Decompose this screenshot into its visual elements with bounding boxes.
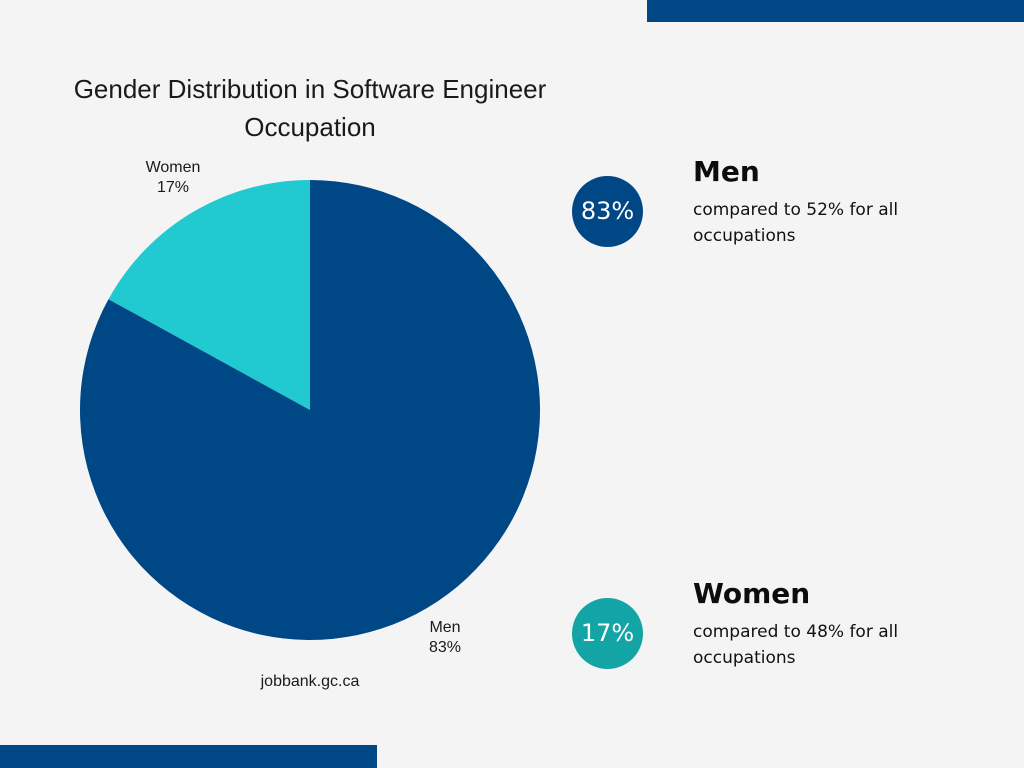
decorative-bar-bottom — [0, 745, 377, 768]
chart-title: Gender Distribution in Software Engineer… — [73, 74, 547, 142]
pie-label-women: Women 17% — [133, 158, 213, 198]
pie-slice-women — [108, 180, 310, 410]
women-heading: Women — [693, 577, 811, 610]
women-description: compared to 48% for all occupations — [693, 622, 899, 668]
pie-label-women-value: 17% — [156, 179, 190, 196]
pie-label-men-name: Men — [429, 619, 461, 636]
pie-label-women-name: Women — [145, 159, 201, 176]
pie-label-men-value: 83% — [428, 639, 462, 656]
men-percent-badge: 83% — [572, 176, 643, 247]
pie-label-men: Men 83% — [410, 618, 480, 658]
source-credit: jobbank.gc.ca — [260, 673, 360, 690]
women-percent-badge: 17% — [572, 598, 643, 669]
men-description: compared to 52% for all occupations — [693, 200, 899, 246]
decorative-bar-top — [647, 0, 1024, 22]
men-heading: Men — [693, 155, 760, 188]
pie-slice-men — [79, 180, 540, 640]
